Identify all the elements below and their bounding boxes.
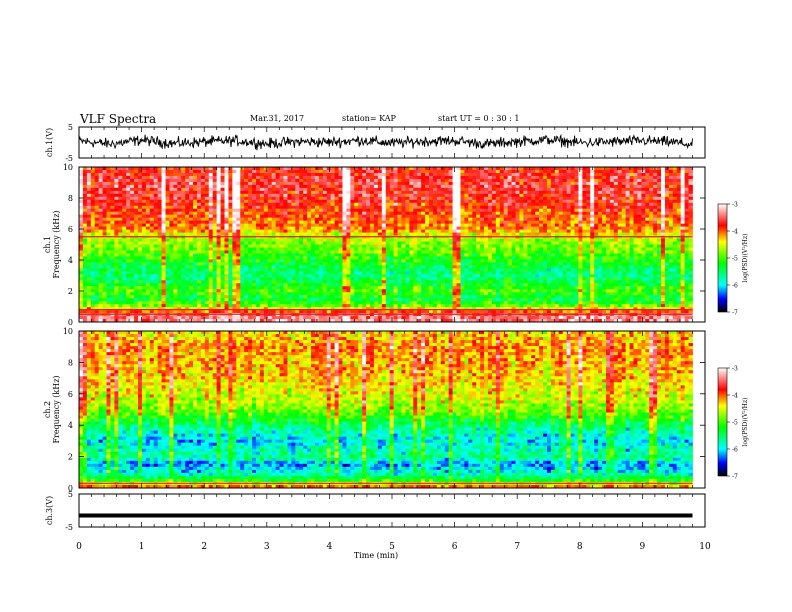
x-tick-label-9: 9 bbox=[640, 542, 646, 552]
station-label: station= KAP bbox=[342, 114, 396, 123]
x-tick-label-0: 0 bbox=[76, 542, 82, 552]
y-tick-label-1-2: 4 bbox=[68, 256, 73, 265]
colorbar-tick-1-0: -3 bbox=[732, 202, 738, 209]
colorbar-tick-1-1: -4 bbox=[732, 229, 738, 236]
y-tick-label-0-1: -5 bbox=[65, 154, 73, 163]
y-tick-label-1-0: 0 bbox=[68, 318, 73, 327]
colorbar-2 bbox=[717, 367, 728, 477]
x-tick-label-5: 5 bbox=[389, 542, 395, 552]
date-label: Mar.31, 2017 bbox=[250, 114, 305, 123]
y-tick-label-1-3: 6 bbox=[68, 225, 73, 234]
y-axis-label-1: Frequency (kHz) bbox=[52, 210, 61, 278]
spectrogram-2 bbox=[79, 331, 693, 489]
x-tick-label-3: 3 bbox=[264, 542, 270, 552]
colorbar-label-1: log(PSD)(V²/Hz) bbox=[742, 234, 749, 283]
y-tick-label-3-1: -5 bbox=[65, 523, 73, 532]
channel-label-2: ch.2 bbox=[43, 401, 52, 418]
y-axis-label-3: ch.3(V) bbox=[45, 496, 54, 525]
y-tick-label-2-0: 0 bbox=[68, 484, 73, 493]
colorbar-tick-2-2: -5 bbox=[732, 420, 738, 427]
y-tick-label-2-3: 6 bbox=[68, 390, 73, 399]
y-axis-label-2: Frequency (kHz) bbox=[52, 375, 61, 443]
y-tick-label-0-0: 5 bbox=[68, 123, 73, 132]
y-tick-label-2-4: 8 bbox=[68, 358, 73, 367]
colorbar-tick-2-3: -6 bbox=[732, 447, 738, 454]
waveform-line-0 bbox=[78, 133, 693, 151]
x-tick-label-8: 8 bbox=[577, 542, 583, 552]
y-tick-label-1-5: 10 bbox=[63, 163, 73, 172]
y-tick-label-1-1: 2 bbox=[68, 287, 73, 296]
colorbar-tick-2-0: -3 bbox=[732, 366, 738, 373]
y-tick-label-2-2: 4 bbox=[68, 421, 73, 430]
y-axis-label-0: ch.1(V) bbox=[45, 128, 54, 157]
x-tick-label-7: 7 bbox=[514, 542, 520, 552]
colorbar-tick-2-1: -4 bbox=[732, 393, 738, 400]
x-tick-label-10: 10 bbox=[699, 542, 711, 552]
colorbar-tick-1-2: -5 bbox=[732, 256, 738, 263]
x-tick-label-1: 1 bbox=[139, 542, 145, 552]
colorbar-1 bbox=[717, 203, 728, 313]
y-tick-label-3-0: 5 bbox=[68, 490, 73, 499]
colorbar-label-2: log(PSD)(V²/Hz) bbox=[742, 398, 749, 447]
y-tick-label-1-4: 8 bbox=[68, 194, 73, 203]
start-time-label: start UT = 0 : 30 : 1 bbox=[438, 114, 520, 123]
colorbar-tick-2-4: -7 bbox=[732, 474, 738, 481]
x-tick-label-2: 2 bbox=[201, 542, 207, 552]
x-tick-label-4: 4 bbox=[327, 542, 333, 552]
x-tick-label-6: 6 bbox=[452, 542, 458, 552]
y-tick-label-2-1: 2 bbox=[68, 453, 73, 462]
chart-title: VLF Spectra bbox=[80, 112, 157, 126]
spectrogram-1 bbox=[79, 167, 693, 323]
channel-label-1: ch.1 bbox=[43, 236, 52, 253]
y-tick-label-2-5: 10 bbox=[63, 327, 73, 336]
colorbar-tick-1-4: -7 bbox=[732, 310, 738, 317]
x-axis-label: Time (min) bbox=[354, 551, 398, 560]
colorbar-tick-1-3: -6 bbox=[732, 283, 738, 290]
